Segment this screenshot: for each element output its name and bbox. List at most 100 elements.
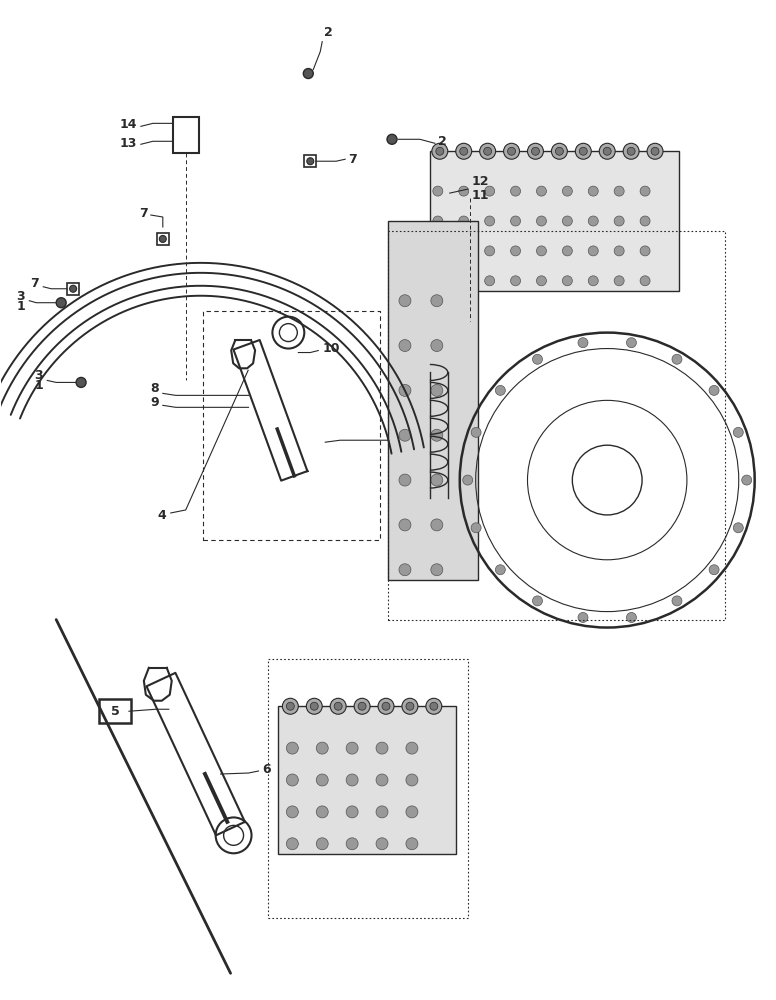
Circle shape bbox=[317, 806, 328, 818]
Bar bbox=[173, 117, 199, 153]
Circle shape bbox=[406, 774, 418, 786]
Circle shape bbox=[346, 838, 358, 850]
Circle shape bbox=[614, 276, 624, 286]
Circle shape bbox=[578, 612, 588, 622]
Circle shape bbox=[433, 276, 443, 286]
Circle shape bbox=[426, 698, 442, 714]
Circle shape bbox=[430, 702, 438, 710]
Circle shape bbox=[709, 385, 719, 395]
Circle shape bbox=[588, 186, 598, 196]
Circle shape bbox=[563, 186, 573, 196]
Circle shape bbox=[556, 147, 563, 155]
Circle shape bbox=[76, 377, 86, 387]
Circle shape bbox=[303, 69, 314, 79]
Circle shape bbox=[532, 596, 542, 606]
Text: 2: 2 bbox=[438, 135, 446, 148]
Text: 7: 7 bbox=[348, 153, 357, 166]
Circle shape bbox=[378, 698, 394, 714]
Circle shape bbox=[399, 429, 411, 441]
Circle shape bbox=[495, 385, 505, 395]
Circle shape bbox=[431, 295, 443, 307]
Circle shape bbox=[433, 246, 443, 256]
Circle shape bbox=[563, 216, 573, 226]
Circle shape bbox=[399, 340, 411, 352]
Circle shape bbox=[159, 235, 166, 242]
Circle shape bbox=[431, 564, 443, 576]
Circle shape bbox=[286, 838, 298, 850]
Bar bbox=[304, 155, 317, 167]
Circle shape bbox=[640, 186, 650, 196]
Circle shape bbox=[376, 742, 388, 754]
Text: 6: 6 bbox=[262, 763, 271, 776]
Circle shape bbox=[471, 523, 481, 533]
Circle shape bbox=[640, 246, 650, 256]
Circle shape bbox=[588, 246, 598, 256]
Circle shape bbox=[588, 216, 598, 226]
Circle shape bbox=[626, 338, 636, 348]
Text: 1: 1 bbox=[16, 300, 26, 313]
Text: 5: 5 bbox=[111, 705, 120, 718]
Circle shape bbox=[536, 216, 546, 226]
Circle shape bbox=[471, 427, 481, 437]
Circle shape bbox=[431, 143, 448, 159]
Circle shape bbox=[578, 338, 588, 348]
Text: 3: 3 bbox=[35, 369, 43, 382]
Circle shape bbox=[456, 143, 472, 159]
Circle shape bbox=[406, 806, 418, 818]
Circle shape bbox=[70, 285, 77, 292]
Circle shape bbox=[508, 147, 515, 155]
Circle shape bbox=[346, 742, 358, 754]
Circle shape bbox=[399, 564, 411, 576]
Circle shape bbox=[433, 186, 443, 196]
Text: 9: 9 bbox=[151, 396, 159, 409]
Circle shape bbox=[627, 147, 635, 155]
Circle shape bbox=[480, 143, 496, 159]
Circle shape bbox=[709, 565, 719, 575]
Circle shape bbox=[376, 774, 388, 786]
Text: 10: 10 bbox=[322, 342, 340, 355]
Circle shape bbox=[399, 519, 411, 531]
Circle shape bbox=[647, 143, 663, 159]
Circle shape bbox=[387, 134, 397, 144]
Circle shape bbox=[651, 147, 659, 155]
Circle shape bbox=[317, 838, 328, 850]
Circle shape bbox=[331, 698, 346, 714]
Circle shape bbox=[495, 565, 505, 575]
Circle shape bbox=[286, 702, 294, 710]
FancyBboxPatch shape bbox=[99, 699, 131, 723]
Circle shape bbox=[511, 216, 521, 226]
Circle shape bbox=[672, 354, 682, 364]
Circle shape bbox=[511, 276, 521, 286]
Circle shape bbox=[431, 429, 443, 441]
Text: 2: 2 bbox=[324, 26, 333, 39]
Circle shape bbox=[459, 216, 469, 226]
Circle shape bbox=[406, 838, 418, 850]
Circle shape bbox=[485, 246, 494, 256]
Circle shape bbox=[614, 216, 624, 226]
Circle shape bbox=[623, 143, 639, 159]
Circle shape bbox=[588, 276, 598, 286]
Circle shape bbox=[459, 186, 469, 196]
Text: 4: 4 bbox=[157, 509, 166, 522]
Circle shape bbox=[399, 474, 411, 486]
Circle shape bbox=[563, 276, 573, 286]
Circle shape bbox=[532, 147, 539, 155]
Circle shape bbox=[354, 698, 370, 714]
Circle shape bbox=[307, 698, 322, 714]
Text: 8: 8 bbox=[151, 382, 159, 395]
Circle shape bbox=[436, 147, 444, 155]
Text: 13: 13 bbox=[120, 137, 137, 150]
Circle shape bbox=[614, 186, 624, 196]
Circle shape bbox=[431, 384, 443, 396]
Circle shape bbox=[433, 216, 443, 226]
Text: 14: 14 bbox=[120, 118, 137, 131]
Circle shape bbox=[532, 354, 542, 364]
Circle shape bbox=[317, 774, 328, 786]
Circle shape bbox=[459, 147, 468, 155]
Circle shape bbox=[402, 698, 418, 714]
Circle shape bbox=[282, 698, 298, 714]
Circle shape bbox=[614, 246, 624, 256]
Text: 11: 11 bbox=[472, 189, 489, 202]
Circle shape bbox=[672, 596, 682, 606]
Circle shape bbox=[603, 147, 611, 155]
